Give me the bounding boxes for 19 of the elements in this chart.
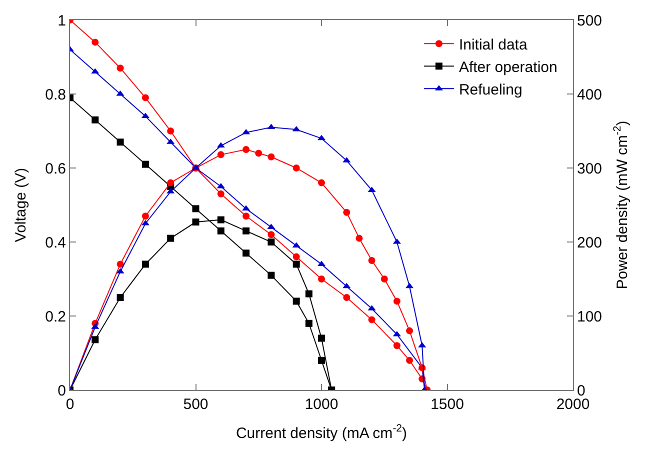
y2-tick-label: 200: [577, 234, 602, 252]
legend-label: Refueling: [458, 82, 522, 98]
y2-tick-label: 100: [577, 308, 602, 326]
x-tick-label: 500: [183, 396, 208, 413]
y-tick-label: 1: [58, 12, 66, 30]
y-tick-label: 0.2: [45, 308, 66, 326]
legend-label: After operation: [458, 59, 558, 76]
y-tick-label: 0.8: [45, 86, 66, 104]
y2-tick-label: 400: [577, 86, 602, 104]
y-axis-title: Voltage (V): [12, 168, 30, 242]
y-tick-label: 0.6: [45, 160, 66, 178]
y2-tick-label: 300: [577, 160, 602, 178]
x-tick-label: 1500: [430, 396, 464, 413]
y-tick-label: 0: [58, 382, 66, 400]
legend-label: Initial data: [458, 36, 528, 54]
y-tick-label: 0.4: [45, 234, 66, 252]
y2-tick-label: 500: [577, 12, 602, 30]
x-axis-title: Current density (mA cm$^{-2}$): [236, 422, 408, 442]
x-tick-label: 1000: [304, 396, 338, 413]
